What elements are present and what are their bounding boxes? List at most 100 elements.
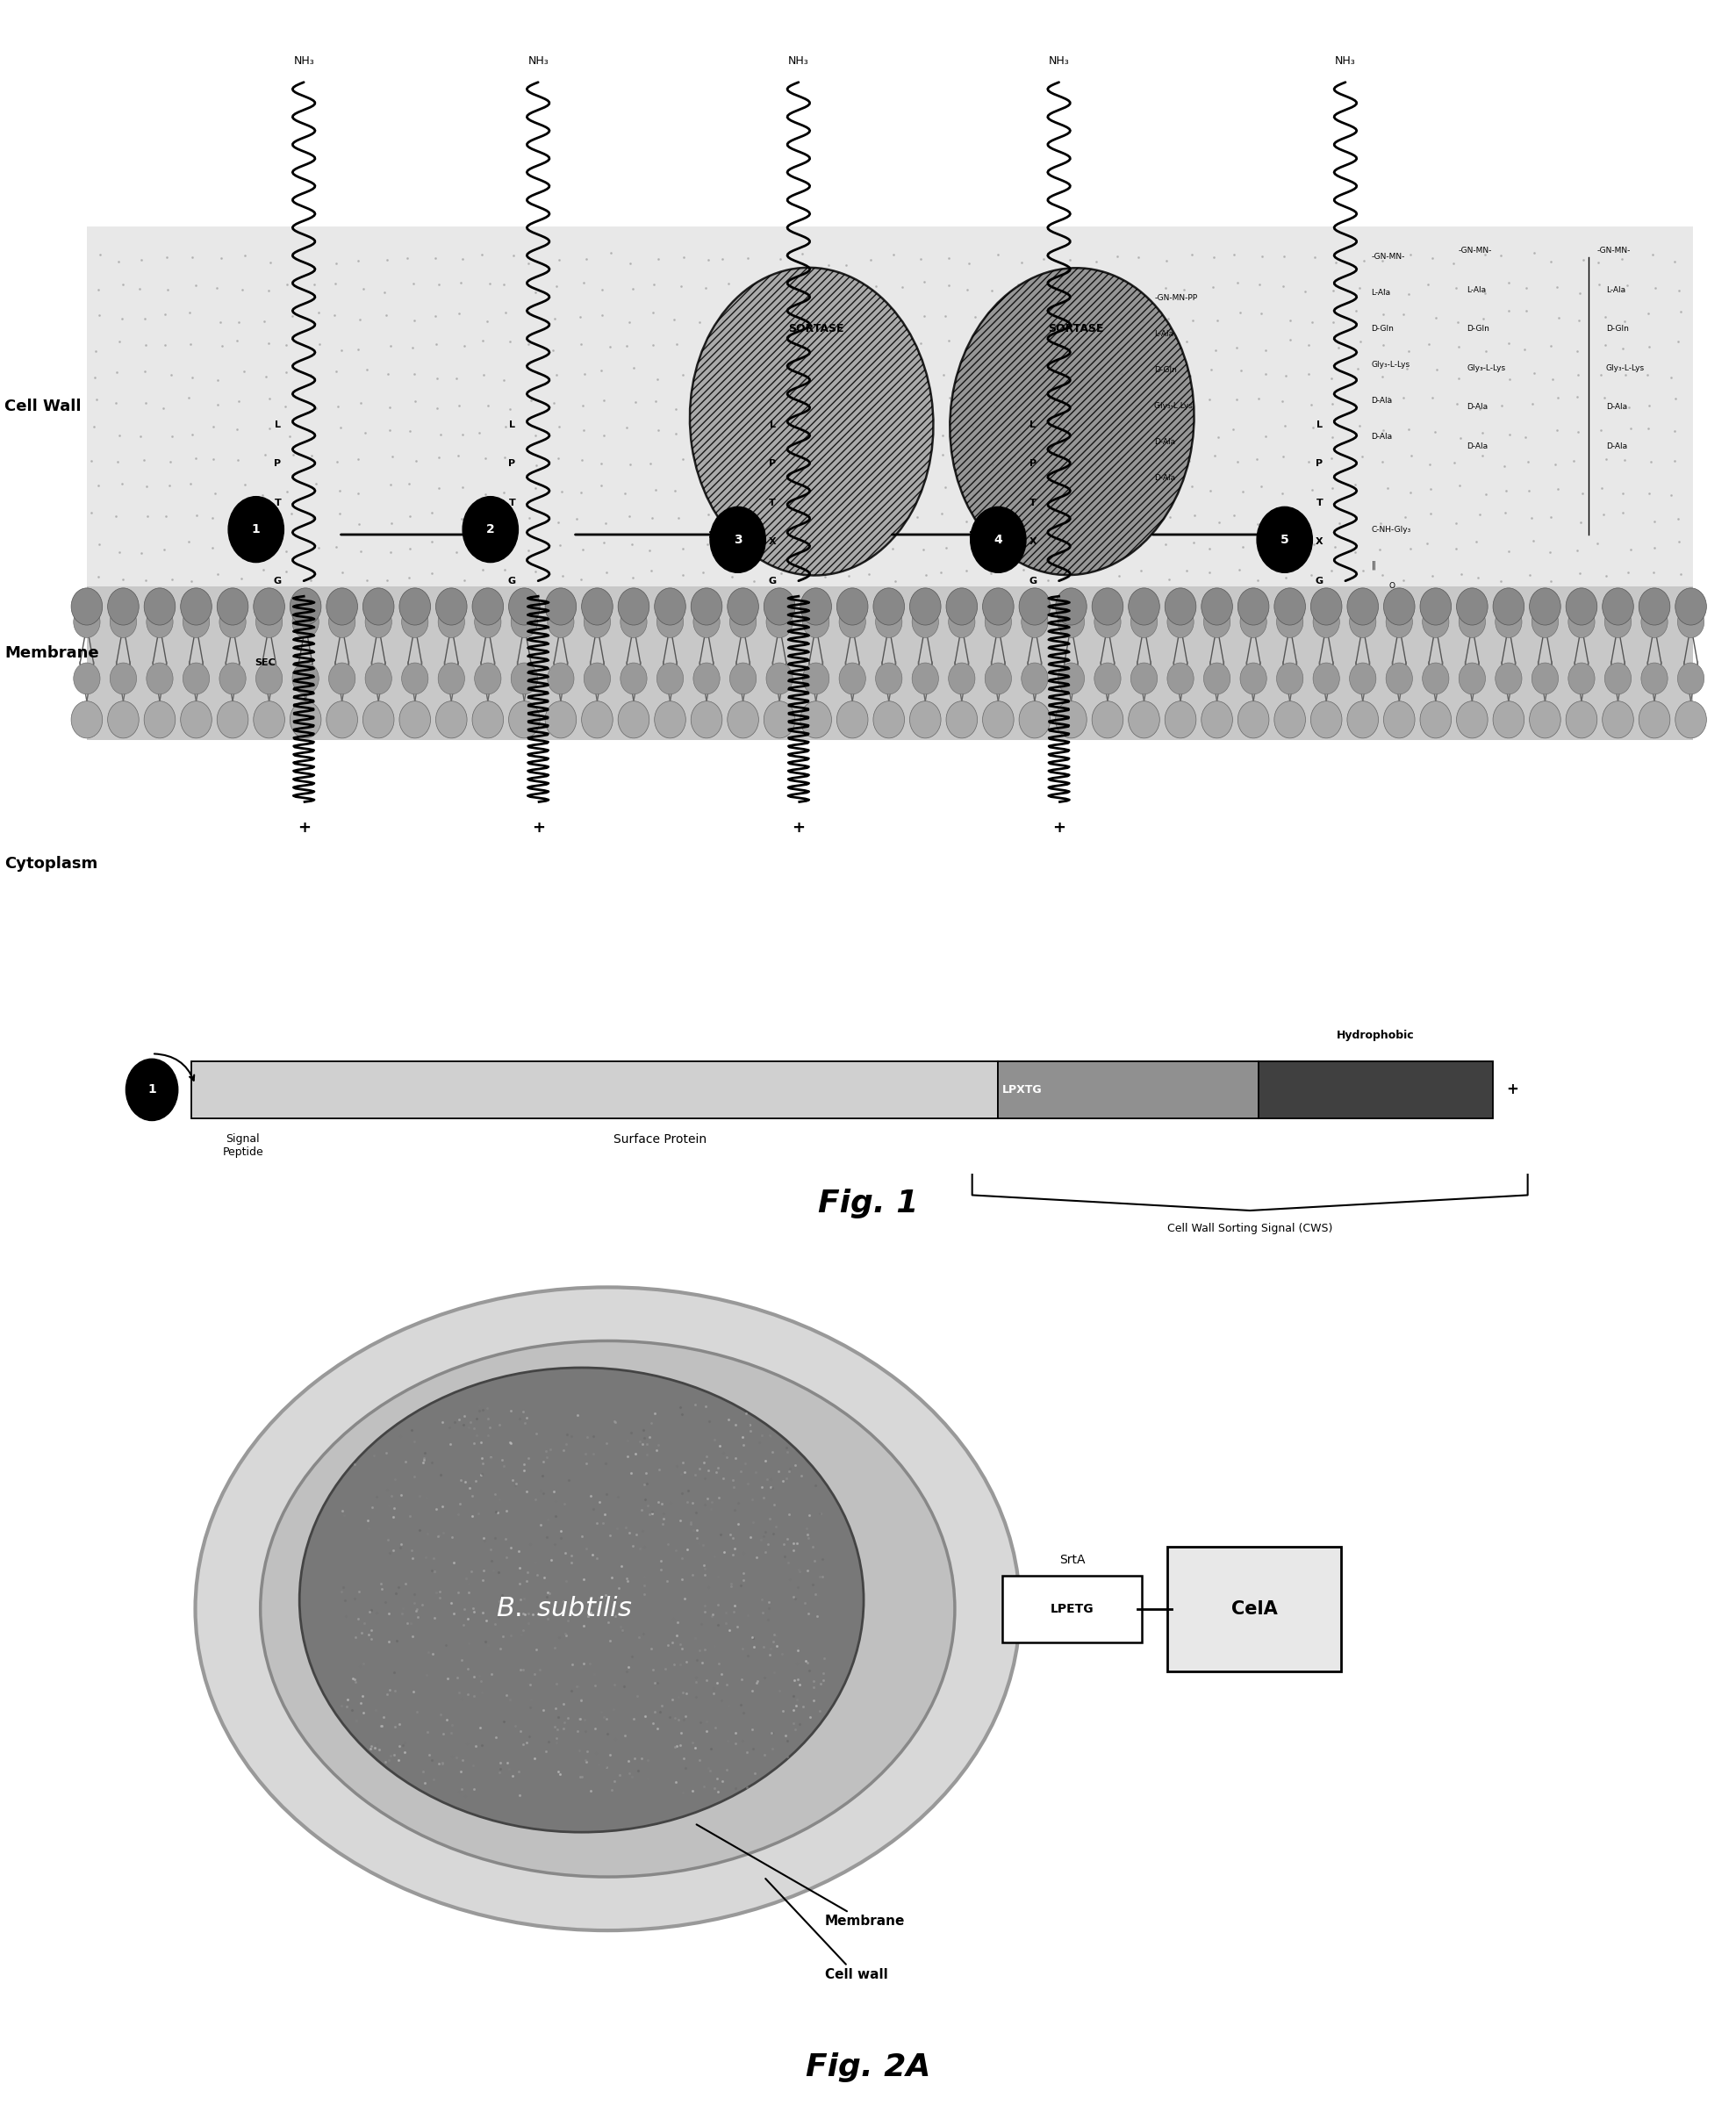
Text: P: P xyxy=(1316,459,1323,468)
Circle shape xyxy=(693,606,720,638)
Circle shape xyxy=(654,587,686,625)
Circle shape xyxy=(766,664,793,693)
Circle shape xyxy=(1641,606,1668,638)
Text: +: + xyxy=(792,819,806,836)
Circle shape xyxy=(1529,587,1561,625)
Circle shape xyxy=(1422,664,1450,693)
Circle shape xyxy=(1384,587,1415,625)
Circle shape xyxy=(363,702,394,738)
Circle shape xyxy=(1257,506,1312,572)
Circle shape xyxy=(510,664,538,693)
Circle shape xyxy=(510,606,538,638)
Circle shape xyxy=(800,702,832,738)
Text: Gly₃-L-Lys: Gly₃-L-Lys xyxy=(1467,364,1505,372)
Text: D-Ala: D-Ala xyxy=(1467,402,1488,411)
Text: D-Ala: D-Ala xyxy=(1606,442,1627,451)
Circle shape xyxy=(1493,587,1524,625)
Text: X: X xyxy=(274,538,281,547)
Circle shape xyxy=(328,606,356,638)
Text: NH₃: NH₃ xyxy=(1049,55,1069,66)
Text: CelA: CelA xyxy=(1231,1600,1278,1619)
Circle shape xyxy=(255,606,283,638)
Circle shape xyxy=(1201,587,1233,625)
Text: 1: 1 xyxy=(252,523,260,536)
Text: Cell wall: Cell wall xyxy=(766,1878,887,1982)
Text: D-Gln: D-Gln xyxy=(1467,325,1489,332)
Text: Cell Wall Sorting Signal (CWS): Cell Wall Sorting Signal (CWS) xyxy=(1167,1223,1333,1234)
Circle shape xyxy=(1641,664,1668,693)
Text: D-Ala: D-Ala xyxy=(1371,398,1392,404)
Text: D-Ala: D-Ala xyxy=(1154,438,1175,447)
Text: -GN-MN-PP: -GN-MN-PP xyxy=(1154,294,1198,302)
Circle shape xyxy=(1238,702,1269,738)
Circle shape xyxy=(727,587,759,625)
Circle shape xyxy=(1420,702,1451,738)
Circle shape xyxy=(1311,702,1342,738)
Circle shape xyxy=(693,664,720,693)
Circle shape xyxy=(1165,587,1196,625)
Circle shape xyxy=(1347,702,1378,738)
Circle shape xyxy=(1604,606,1632,638)
Circle shape xyxy=(472,587,503,625)
Circle shape xyxy=(1057,606,1085,638)
Circle shape xyxy=(1675,702,1706,738)
Circle shape xyxy=(691,702,722,738)
Bar xyxy=(1259,1061,1493,1119)
Circle shape xyxy=(290,702,321,738)
Circle shape xyxy=(1602,587,1634,625)
Circle shape xyxy=(1529,702,1561,738)
Circle shape xyxy=(1092,587,1123,625)
Circle shape xyxy=(873,587,904,625)
Circle shape xyxy=(71,587,102,625)
Circle shape xyxy=(984,664,1012,693)
Text: X: X xyxy=(769,538,776,547)
Ellipse shape xyxy=(260,1340,955,1876)
Text: L: L xyxy=(1029,421,1036,430)
Circle shape xyxy=(292,606,319,638)
Circle shape xyxy=(875,664,903,693)
Text: G: G xyxy=(769,576,776,585)
Circle shape xyxy=(437,664,465,693)
Circle shape xyxy=(1240,606,1267,638)
Bar xyxy=(87,225,1693,585)
Circle shape xyxy=(1639,587,1670,625)
Circle shape xyxy=(837,702,868,738)
Text: L: L xyxy=(769,421,776,430)
Circle shape xyxy=(1057,664,1085,693)
Circle shape xyxy=(1602,702,1634,738)
Circle shape xyxy=(802,606,830,638)
Circle shape xyxy=(1240,664,1267,693)
Text: ‖: ‖ xyxy=(1371,562,1375,570)
Circle shape xyxy=(946,702,977,738)
Circle shape xyxy=(219,606,247,638)
Circle shape xyxy=(1130,606,1158,638)
Circle shape xyxy=(983,702,1014,738)
Circle shape xyxy=(1568,664,1595,693)
Circle shape xyxy=(290,587,321,625)
Circle shape xyxy=(1349,664,1377,693)
Text: L: L xyxy=(274,421,281,430)
Circle shape xyxy=(1385,664,1413,693)
Circle shape xyxy=(1055,702,1087,738)
Text: 3: 3 xyxy=(734,534,741,547)
Circle shape xyxy=(838,664,866,693)
Circle shape xyxy=(764,587,795,625)
Circle shape xyxy=(1167,606,1194,638)
Text: Membrane: Membrane xyxy=(696,1825,904,1927)
Circle shape xyxy=(547,664,575,693)
Text: -GN-MN-: -GN-MN- xyxy=(1458,247,1491,255)
Circle shape xyxy=(462,496,519,562)
Circle shape xyxy=(1675,587,1706,625)
Circle shape xyxy=(109,606,137,638)
Circle shape xyxy=(1130,664,1158,693)
Circle shape xyxy=(802,664,830,693)
Circle shape xyxy=(583,664,611,693)
Circle shape xyxy=(1531,606,1559,638)
Text: L-Ala: L-Ala xyxy=(1467,285,1486,294)
Circle shape xyxy=(545,587,576,625)
Circle shape xyxy=(1604,664,1632,693)
Circle shape xyxy=(654,702,686,738)
Text: NH₃: NH₃ xyxy=(528,55,549,66)
Circle shape xyxy=(326,702,358,738)
Ellipse shape xyxy=(689,268,934,576)
